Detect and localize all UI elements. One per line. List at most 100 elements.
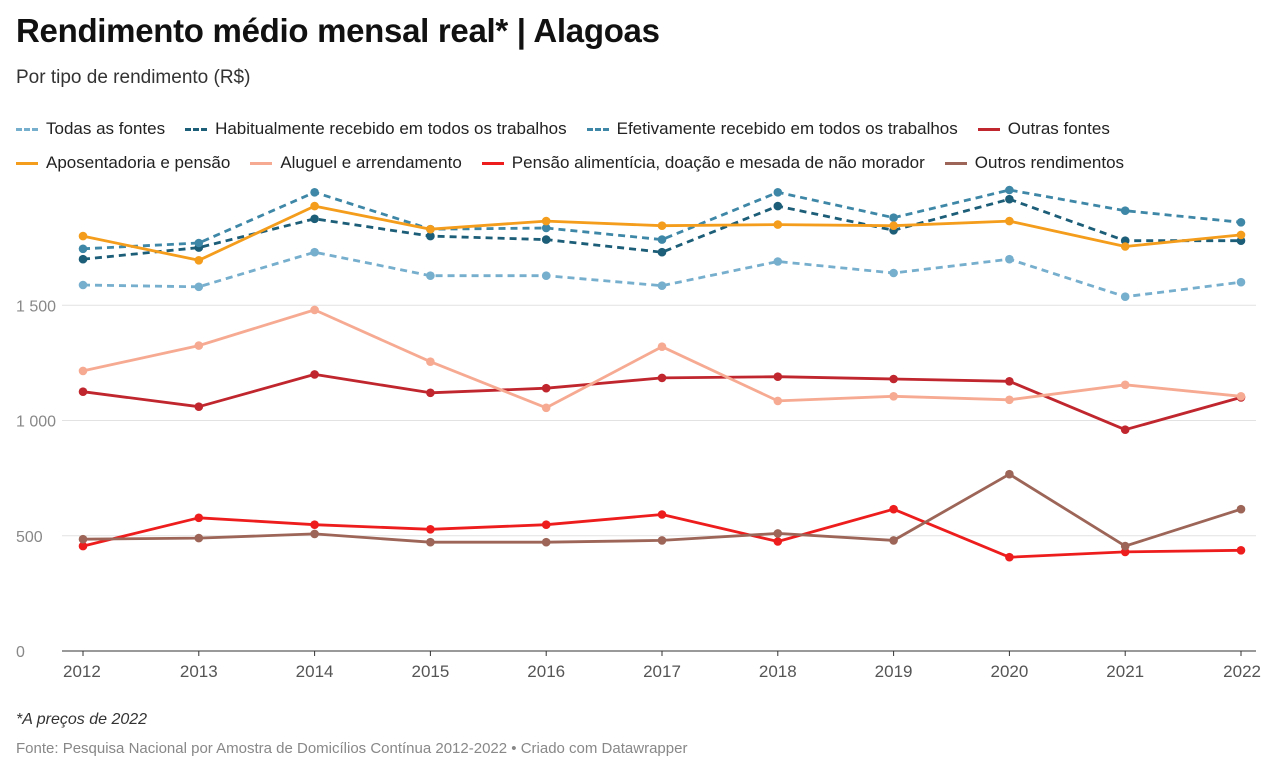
axis-layer: 0 500 1 000 1 500 2012 2013 2014 2015 2016 2017 20… <box>16 298 1261 681</box>
x-tick-label: 2016 <box>527 662 565 681</box>
legend-item-aposentadoria: Aposentadoria e pensão <box>16 153 230 173</box>
data-point <box>426 357 435 367</box>
chart-title: Rendimento médio mensal real* | Alagoas <box>16 12 660 49</box>
x-tick-label: 2019 <box>875 662 913 681</box>
data-point <box>1120 380 1130 390</box>
series-7 <box>78 469 1246 551</box>
data-point <box>194 513 204 523</box>
data-point <box>78 244 88 254</box>
data-point <box>1005 552 1014 562</box>
y-tick-label: 500 <box>16 529 43 546</box>
x-tick-label: 2021 <box>1106 662 1144 681</box>
data-point <box>657 281 667 291</box>
data-point <box>657 373 667 383</box>
x-tick-label: 2015 <box>411 662 449 681</box>
data-point <box>657 221 667 230</box>
y-tick-label: 0 <box>16 644 25 661</box>
legend-label: Habitualmente recebido em todos os traba… <box>215 119 567 138</box>
legend-label: Outras fontes <box>1007 119 1110 138</box>
data-point <box>1236 218 1246 227</box>
data-point <box>310 201 319 211</box>
data-point <box>657 342 667 352</box>
line-chart: 0 500 1 000 1 500 2012 2013 2014 2015 2016 2017 20… <box>16 185 1261 681</box>
data-point <box>194 238 204 248</box>
data-point <box>426 537 435 547</box>
data-point <box>541 223 551 233</box>
data-point <box>541 383 551 393</box>
data-point <box>1120 242 1130 251</box>
data-point <box>657 247 667 257</box>
y-tick-label: 1 500 <box>16 298 56 315</box>
data-point <box>1236 504 1246 514</box>
data-point <box>889 268 898 278</box>
legend-item-efetivamente: Efetivamente recebido em todos os trabal… <box>586 119 958 139</box>
data-point <box>1120 292 1130 302</box>
legend-item-outras-fontes: Outras fontes <box>977 119 1110 139</box>
data-point <box>78 387 88 397</box>
data-point <box>426 388 435 398</box>
data-point <box>310 247 319 257</box>
data-point <box>773 257 783 266</box>
series-line <box>82 197 1241 261</box>
legend-swatch <box>185 127 208 131</box>
data-point <box>889 374 898 384</box>
data-point <box>773 537 783 546</box>
data-point <box>310 370 319 379</box>
legend-label: Pensão alimentícia, doação e mesada de n… <box>511 153 925 172</box>
series-3 <box>78 370 1246 435</box>
data-point <box>1005 185 1014 195</box>
data-point <box>310 214 319 224</box>
legend-item-todas-as-fontes: Todas as fontes <box>16 119 165 139</box>
data-point <box>773 372 783 382</box>
data-point <box>657 510 667 519</box>
legend-item-pensao-alimenticia: Pensão alimentícia, doação e mesada de n… <box>481 153 925 173</box>
data-point <box>194 402 204 412</box>
series-line <box>82 372 1242 432</box>
legend-swatch <box>944 161 967 165</box>
data-point <box>541 235 551 244</box>
series-1 <box>78 194 1246 264</box>
data-point <box>541 520 551 529</box>
legend-label: Aluguel e arrendamento <box>280 153 462 172</box>
data-point <box>657 536 667 545</box>
data-point <box>310 520 319 529</box>
legend-swatch <box>16 127 38 131</box>
data-point <box>194 341 204 350</box>
legend-swatch <box>481 161 504 165</box>
series-line <box>82 250 1242 299</box>
series-2 <box>78 185 1246 254</box>
legend-row-2: Aposentadoria e pensão Aluguel e arrenda… <box>16 146 1266 180</box>
data-point <box>1236 277 1246 287</box>
data-point <box>1120 541 1130 551</box>
data-point <box>541 216 551 226</box>
series-0 <box>78 247 1246 302</box>
legend-item-aluguel: Aluguel e arrendamento <box>250 153 462 173</box>
data-point <box>1005 216 1014 226</box>
data-point <box>1120 425 1130 435</box>
data-point <box>426 271 435 281</box>
source-credit: Fonte: Pesquisa Nacional por Amostra de … <box>16 740 688 757</box>
legend-label: Todas as fontes <box>46 119 166 138</box>
x-tick-label: 2022 <box>1223 662 1261 681</box>
legend-item-outros-rendimentos: Outros rendimentos <box>944 153 1124 173</box>
data-point <box>889 504 898 514</box>
data-point <box>1236 230 1246 240</box>
chart-subtitle: Por tipo de rendimento (R$) <box>16 67 251 88</box>
data-point <box>889 221 898 230</box>
series-5 <box>78 305 1246 413</box>
legend-swatch <box>586 127 609 131</box>
series-line <box>82 188 1242 251</box>
data-point <box>426 525 435 534</box>
legend-label: Aposentadoria e pensão <box>46 153 231 172</box>
data-point <box>1005 377 1014 386</box>
data-point <box>194 255 204 265</box>
series-4 <box>78 201 1246 265</box>
data-point <box>1005 469 1014 479</box>
data-point <box>310 529 319 539</box>
x-tick-label: 2017 <box>643 662 681 681</box>
x-tick-label: 2013 <box>180 662 218 681</box>
data-point <box>1005 194 1014 204</box>
data-point <box>773 396 783 406</box>
x-tick-label: 2018 <box>759 662 797 681</box>
data-point <box>78 366 88 376</box>
